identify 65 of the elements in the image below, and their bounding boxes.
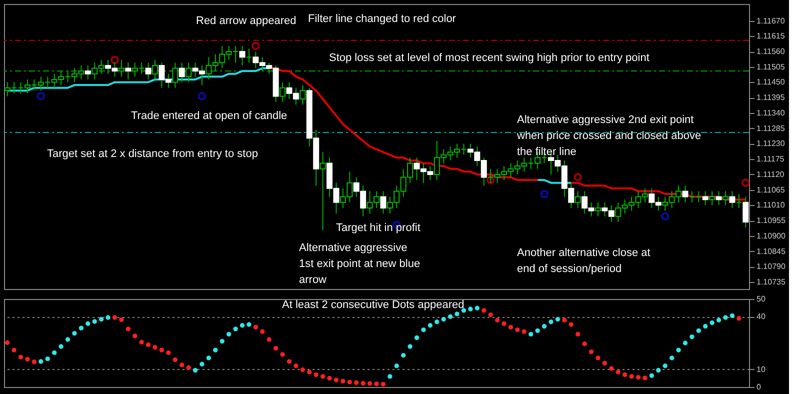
candlestick [246,48,252,64]
annotation: Alternative aggressive 1st exit point at new blue arrow [299,242,420,286]
candlestick [320,152,326,231]
point [36,92,46,100]
y-tick-label: 1.10955 [756,216,786,226]
candlestick [125,62,132,80]
y-tick-label: 0 [756,382,762,392]
candlestick [722,190,729,206]
candlestick [172,62,178,88]
y-tick-label: 1.11285 [756,124,786,133]
y-tick-label: 1.11670 [756,16,786,26]
candlestick [729,190,736,208]
y-tick-label: 1.11395 [756,93,786,102]
point [741,178,750,187]
candlestick [742,196,749,228]
annotation: At least 2 consecutive Dots appeared [282,299,464,311]
y-tick-label: 1.11120 [756,170,785,179]
annotation: Target set at 2 x distance from entry to stop [47,148,258,160]
y-tick-label: 1.11175 [756,154,785,164]
y-tick-label: 1.11230 [756,139,786,148]
y-tick-label: 1.11065 [756,185,786,194]
annotation: Filter line changed to red color [308,13,456,25]
candlestick [84,64,91,80]
y-tick-label: 1.11450 [756,78,786,87]
point [486,176,495,184]
y-tick-label: 50 [756,294,766,304]
point [110,56,119,64]
point [540,190,548,198]
point [198,92,206,100]
candlestick [186,62,192,83]
candlestick [682,185,688,203]
candlestick [300,84,306,106]
annotation: Trade entered at open of candle [131,110,288,122]
annotation: Target hit in profit [336,222,420,234]
candlestick [709,190,716,206]
annotation: Another alternative close at end of session/period [517,247,650,275]
point [574,173,582,182]
candlestick [152,59,158,80]
y-tick-label: 1.10845 [756,246,786,256]
candlestick [145,62,152,80]
y-tick-label: 1.10900 [756,231,786,240]
y-tick-label: 1.11010 [756,200,786,210]
y-tick-label: 10 [756,364,766,374]
y-tick-label: 1.11560 [756,47,786,56]
point [252,42,260,50]
y-tick-label: 1.11505 [756,62,786,72]
y-tick-label: 1.10735 [756,278,786,287]
candlestick [118,59,124,78]
y-tick-label: 1.11340 [756,108,786,118]
annotation: Alternative aggressive 2nd exit point when price crossed and closed above the filter line [516,114,702,158]
point [660,212,670,221]
annotation: Red arrow appeared [196,15,296,27]
candlestick [574,190,581,208]
y-tick-label: 40 [756,312,766,322]
annotation: Stop loss set at level of most recent swing high prior to entry point [329,52,650,64]
candlestick [702,190,708,206]
y-tick-label: 1.10790 [756,262,786,272]
candlestick [594,202,601,217]
candlestick [380,190,386,214]
candlestick [736,194,742,208]
candlestick [239,45,246,66]
candlestick [178,62,185,83]
candlestick [280,82,286,102]
y-tick-label: 1.11615 [756,32,786,41]
candlestick [716,190,722,206]
